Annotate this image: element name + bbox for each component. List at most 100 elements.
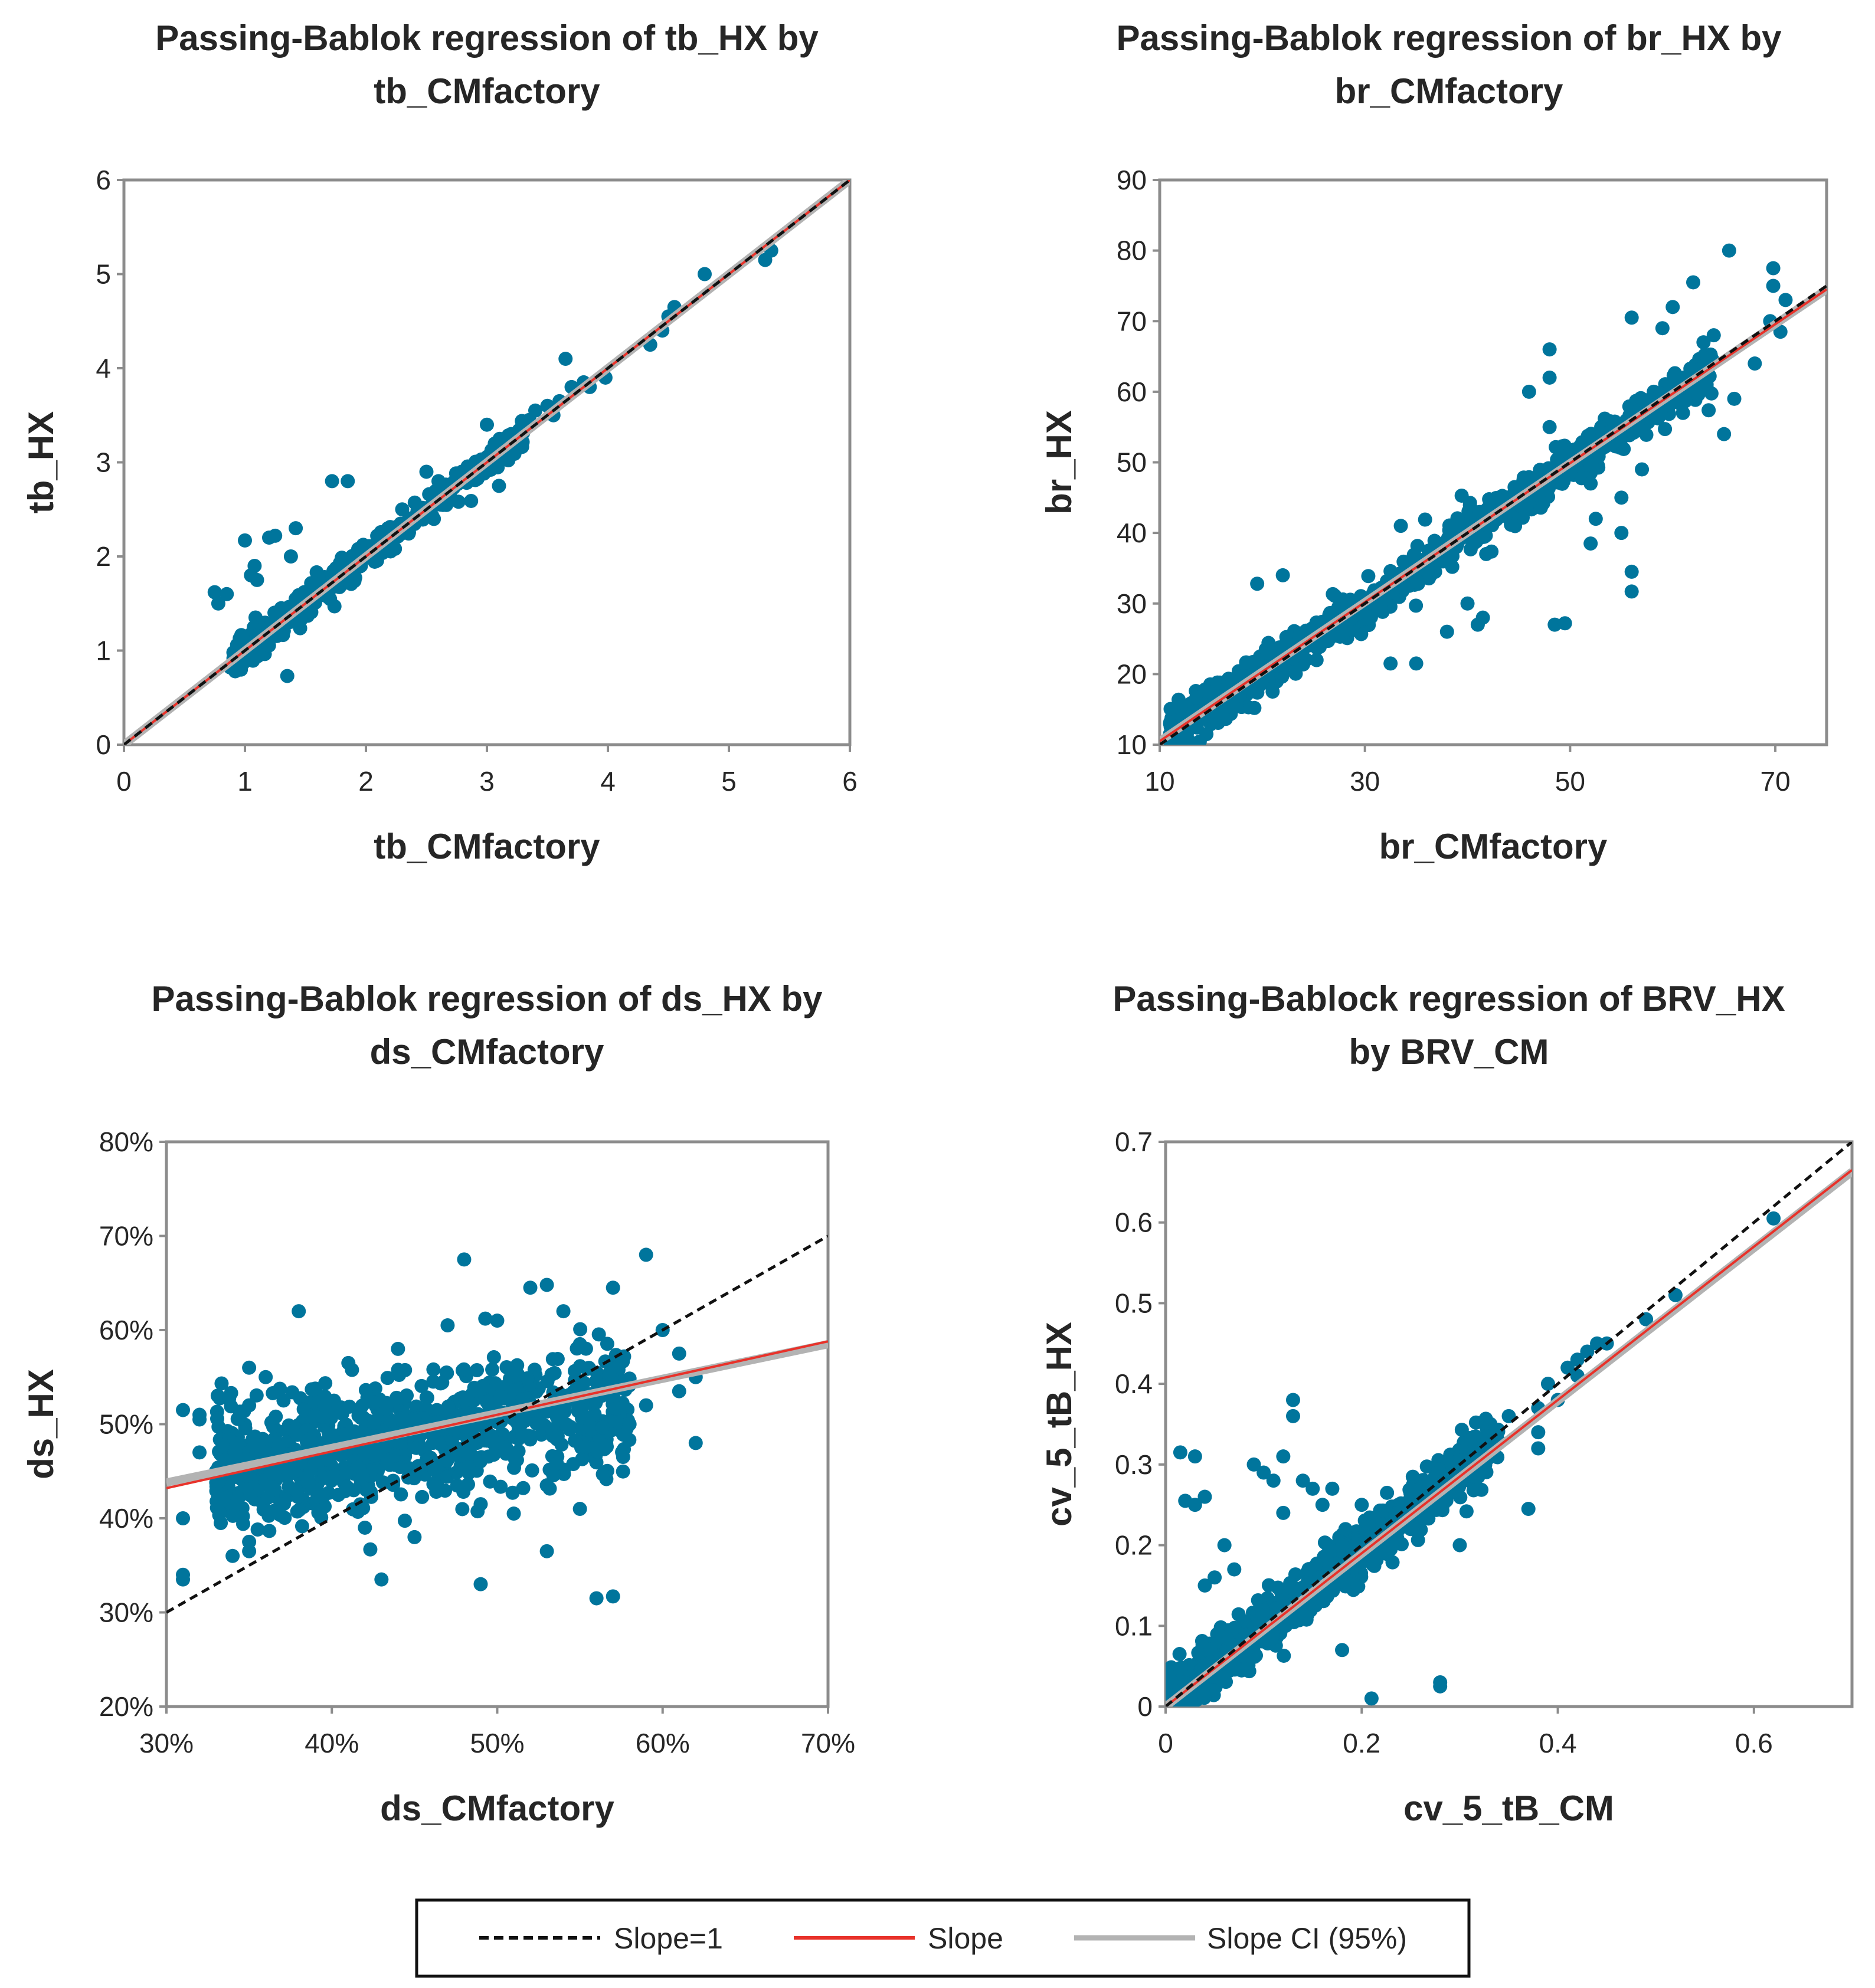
data-point (1265, 684, 1280, 699)
data-point (1325, 1481, 1340, 1496)
data-point (1354, 627, 1369, 641)
data-point (1655, 321, 1670, 336)
data-point (568, 1433, 583, 1448)
data-point (225, 1508, 240, 1523)
data-point (426, 1436, 440, 1450)
data-point (1239, 655, 1254, 670)
y-tick-label: 80 (1117, 235, 1147, 266)
data-point (285, 1385, 300, 1400)
data-point (228, 1447, 243, 1462)
data-point (269, 1409, 283, 1424)
data-point (1269, 1601, 1284, 1616)
data-point (490, 1314, 505, 1328)
data-point (1288, 1585, 1303, 1600)
data-point (292, 1304, 306, 1319)
data-point (1354, 1498, 1369, 1512)
data-point (398, 1363, 413, 1377)
data-point (1427, 533, 1442, 548)
data-point (441, 1399, 456, 1414)
data-point (539, 1278, 554, 1292)
x-tick-label: 60% (636, 1728, 690, 1758)
data-point (176, 1572, 191, 1587)
data-point (242, 1544, 257, 1558)
data-point (389, 1390, 404, 1405)
data-point (290, 1427, 305, 1442)
data-point (539, 1544, 554, 1558)
x-tick-label: 70 (1760, 766, 1790, 797)
data-point (1163, 702, 1178, 716)
data-point (1536, 496, 1550, 510)
data-point (1665, 300, 1680, 315)
chart-panel-1: Passing-Bablok regression of tb_HX by tb_… (21, 18, 858, 866)
data-point (1231, 1607, 1246, 1622)
data-point (1241, 700, 1256, 715)
data-point (1380, 1485, 1395, 1500)
data-point (616, 1354, 630, 1369)
data-point (274, 601, 289, 615)
data-point (1454, 488, 1469, 503)
x-tick-label: 0 (1158, 1728, 1173, 1758)
data-point (1305, 1481, 1320, 1496)
data-point (591, 1327, 606, 1342)
data-point (577, 1375, 591, 1390)
y-tick-label: 60 (1117, 376, 1147, 407)
y-tick-label: 0.3 (1115, 1449, 1153, 1480)
data-point (1250, 577, 1265, 591)
data-point (483, 1474, 498, 1489)
data-point (311, 1505, 326, 1520)
data-point (639, 1398, 653, 1413)
data-point (1521, 1502, 1536, 1517)
slope-line (1160, 288, 1827, 742)
data-point (1163, 746, 1177, 760)
data-point (309, 565, 324, 579)
data-point (698, 267, 712, 281)
data-point (1183, 1702, 1197, 1707)
data-point (1322, 607, 1337, 622)
data-point (1608, 414, 1622, 429)
chart-title-line-2: tb_CMfactory (374, 71, 600, 111)
data-point (1176, 1711, 1190, 1725)
data-point (303, 1432, 318, 1446)
data-point (420, 1390, 434, 1405)
data-point (551, 1407, 565, 1422)
data-point (1266, 1473, 1281, 1488)
data-point (589, 1591, 604, 1606)
data-point (577, 1410, 591, 1425)
data-point (572, 1502, 587, 1517)
data-point (1227, 1620, 1242, 1635)
data-point (247, 558, 262, 573)
data-point (1166, 1674, 1179, 1689)
data-point (616, 1464, 630, 1479)
legend-identity-label: Slope=1 (614, 1922, 723, 1955)
data-point (192, 1445, 207, 1460)
data-point (520, 1371, 535, 1386)
data-point (341, 1355, 356, 1370)
data-point (1691, 387, 1706, 402)
data-point (1475, 529, 1490, 544)
data-point (393, 1436, 408, 1450)
data-point (1173, 1445, 1187, 1460)
x-tick-label: 30% (139, 1728, 194, 1758)
x-tick-label: 70% (801, 1728, 855, 1758)
y-tick-label: 10 (1117, 729, 1147, 760)
x-tick-label: 10 (1144, 766, 1174, 797)
data-point (1722, 243, 1736, 258)
slope-line (1166, 1169, 1852, 1707)
data-point (446, 1447, 460, 1462)
data-point (1727, 391, 1742, 406)
data-point (242, 1398, 257, 1413)
data-point (352, 1460, 367, 1475)
data-point (509, 1368, 523, 1383)
data-points (176, 1247, 703, 1606)
data-point (1560, 1360, 1575, 1375)
data-point (325, 474, 339, 489)
data-point (622, 1417, 637, 1432)
data-point (250, 1522, 265, 1537)
chart-title-line-2: br_CMfactory (1335, 71, 1563, 111)
data-point (460, 1447, 475, 1462)
y-tick-label: 2 (96, 541, 111, 572)
data-point (1658, 422, 1673, 437)
y-tick-label: 6 (96, 165, 111, 195)
data-point (1276, 1449, 1291, 1464)
x-tick-label: 0 (116, 766, 132, 797)
